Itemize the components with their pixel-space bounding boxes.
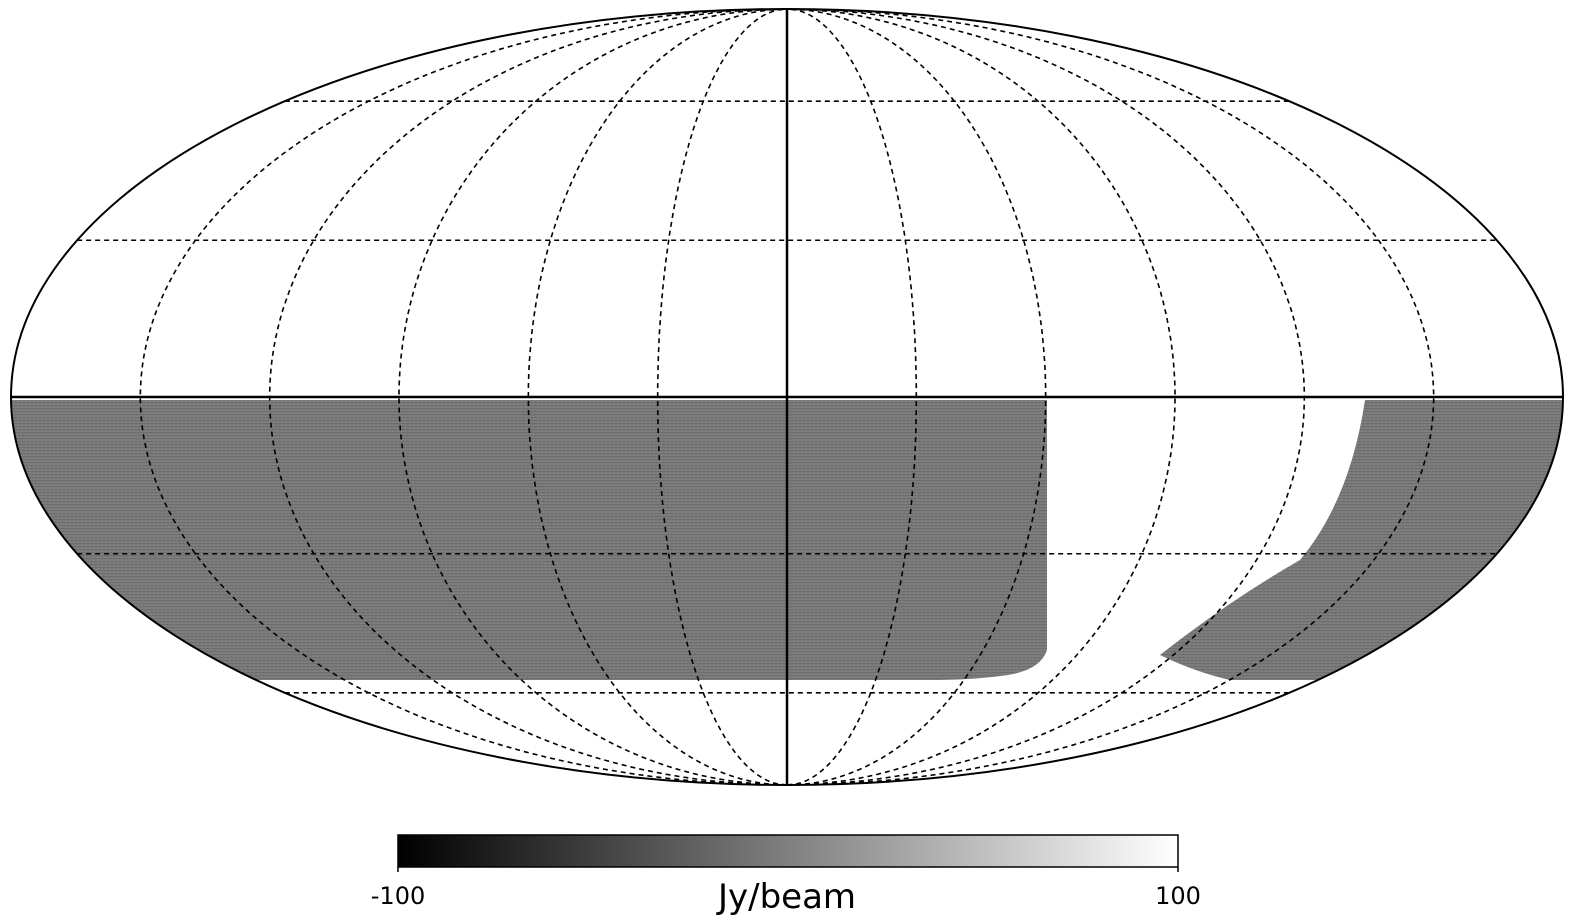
page: {"colorbar": {"label": "Jy/beam", "min":… xyxy=(0,0,1576,923)
colorbar-tick-label: 100 xyxy=(1155,882,1201,910)
colorbar xyxy=(398,835,1178,867)
colorbar-tick-label: -100 xyxy=(371,882,425,910)
colorbar-label: Jy/beam xyxy=(716,877,856,917)
coverage-left xyxy=(0,400,1047,680)
sky-map: Jy/beam -100 100 xyxy=(0,0,1576,923)
coverage-right xyxy=(1160,400,1576,680)
